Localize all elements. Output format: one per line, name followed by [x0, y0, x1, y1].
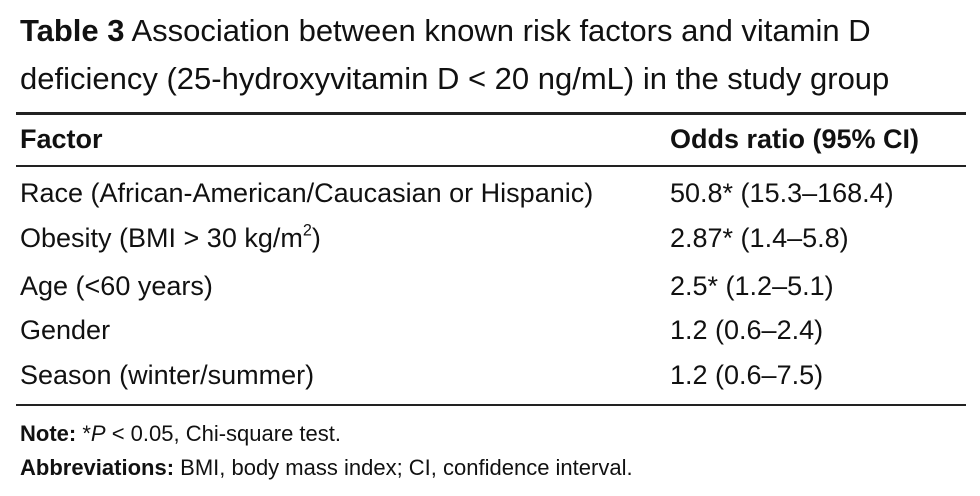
odds-cell: 2.87* (1.4–5.8): [670, 223, 849, 253]
factor-cell: Race (African-American/Caucasian or Hisp…: [20, 178, 593, 209]
factor-text: Obesity (BMI > 30 kg/m: [20, 223, 303, 253]
top-rule: [16, 112, 966, 115]
caption-text: Association between known risk factors a…: [131, 13, 871, 48]
factor-text: Race (African-American/Caucasian or Hisp…: [20, 178, 594, 208]
note-text: < 0.05, Chi-square test.: [105, 421, 341, 446]
abbreviations-label: Abbreviations:: [20, 455, 175, 480]
caption-label: Table 3: [20, 13, 125, 48]
odds-cell: 1.2 (0.6–2.4): [670, 315, 824, 345]
factor-text: Season (winter/summer): [20, 360, 315, 390]
factor-cell: Gender: [20, 315, 110, 346]
header-cell: Factor: [20, 124, 103, 154]
note: Note: *P < 0.05, Chi-square test.: [20, 421, 341, 447]
factor-cell: Obesity (BMI > 30 kg/m2): [20, 223, 321, 254]
odds-cell: 50.8* (15.3–168.4): [670, 178, 894, 208]
factor-sup: 2: [302, 221, 312, 240]
header-rule: [16, 165, 966, 167]
caption-line: deficiency (25-hydroxyvitamin D < 20 ng/…: [20, 61, 889, 97]
factor-text: Gender: [20, 315, 111, 345]
bottom-rule: [16, 404, 966, 406]
header-cell: Odds ratio (95% CI): [670, 124, 920, 154]
caption-text: deficiency (25-hydroxyvitamin D < 20 ng/…: [20, 61, 890, 96]
factor-text: Age (<60 years): [20, 271, 213, 301]
note-label: Note:: [20, 421, 77, 446]
abbreviations-text: BMI, body mass index; CI, confidence int…: [174, 455, 633, 480]
abbreviations: Abbreviations: BMI, body mass index; CI,…: [20, 455, 633, 481]
note-p: P: [90, 421, 106, 446]
factor-cell: Season (winter/summer): [20, 360, 314, 391]
note-star: *: [82, 421, 91, 446]
odds-cell: 2.5* (1.2–5.1): [670, 271, 834, 301]
caption-line: Table 3 Association between known risk f…: [20, 13, 871, 49]
odds-cell: 1.2 (0.6–7.5): [670, 360, 824, 390]
factor-after: ): [311, 223, 321, 253]
factor-cell: Age (<60 years): [20, 271, 213, 302]
